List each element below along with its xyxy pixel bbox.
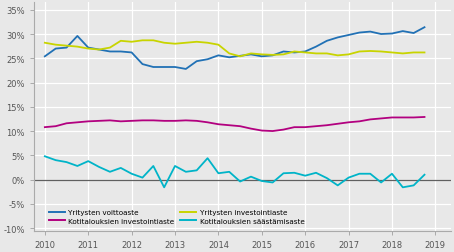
- Legend: Yritysten voittoaste, Kotitalouksien investointiaste, Yritysten investointiaste,: Yritysten voittoaste, Kotitalouksien inv…: [46, 206, 308, 227]
